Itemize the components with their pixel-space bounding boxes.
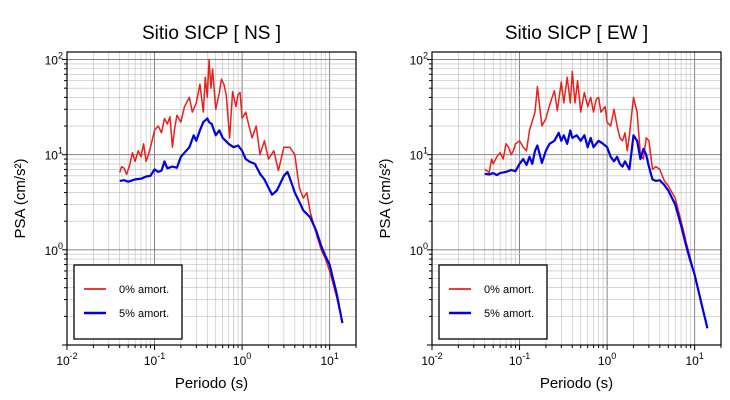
x-axis-label: Periodo (s) bbox=[540, 375, 613, 392]
y-tick-label: 102 bbox=[45, 51, 63, 68]
series-line-blue bbox=[484, 129, 709, 329]
x-axis-label: Periodo (s) bbox=[175, 375, 248, 392]
y-tick-label: 101 bbox=[410, 146, 428, 163]
legend-label: 0% amort. bbox=[484, 284, 534, 296]
legend-box bbox=[73, 264, 183, 340]
axis-ticks bbox=[62, 59, 357, 350]
y-tick-label: 101 bbox=[45, 146, 63, 163]
legend-label: 0% amort. bbox=[119, 284, 169, 296]
y-tick-label: 102 bbox=[410, 51, 428, 68]
chart-title: Sitio SICP [ EW ] bbox=[505, 23, 648, 44]
y-tick-label: 100 bbox=[410, 241, 428, 258]
series-line-blue bbox=[119, 117, 344, 324]
legend: 0% amort. 5% amort. bbox=[73, 264, 183, 340]
chart-title: Sitio SICP [ NS ] bbox=[142, 23, 281, 44]
legend-label: 5% amort. bbox=[119, 308, 169, 320]
x-tick-label: 10-2 bbox=[56, 351, 77, 368]
chart-ns: Sitio SICP [ NS ] Periodo (s) PSA (cm/s²) 1… bbox=[12, 23, 357, 392]
legend-label: 5% amort. bbox=[484, 308, 534, 320]
legend: 0% amort. 5% amort. bbox=[438, 264, 548, 340]
x-tick-label: 100 bbox=[233, 351, 251, 368]
plot-frame bbox=[66, 51, 357, 346]
series-line-red bbox=[118, 58, 344, 324]
y-tick-label: 100 bbox=[45, 241, 63, 258]
x-tick-label: 10-1 bbox=[144, 351, 165, 368]
plot-frame bbox=[431, 51, 722, 346]
x-tick-label: 100 bbox=[598, 351, 616, 368]
axis-ticks bbox=[427, 59, 722, 350]
x-tick-label: 101 bbox=[685, 351, 703, 368]
x-tick-label: 101 bbox=[320, 351, 338, 368]
x-tick-label: 10-2 bbox=[421, 351, 442, 368]
y-axis-label: PSA (cm/s²) bbox=[377, 158, 394, 238]
chart-ew: Sitio SICP [ EW ] Periodo (s) PSA (cm/s²) 1… bbox=[377, 23, 722, 392]
x-tick-label: 10-1 bbox=[509, 351, 530, 368]
legend-box bbox=[438, 264, 548, 340]
y-axis-label: PSA (cm/s²) bbox=[12, 158, 29, 238]
series-line-red bbox=[484, 70, 709, 329]
